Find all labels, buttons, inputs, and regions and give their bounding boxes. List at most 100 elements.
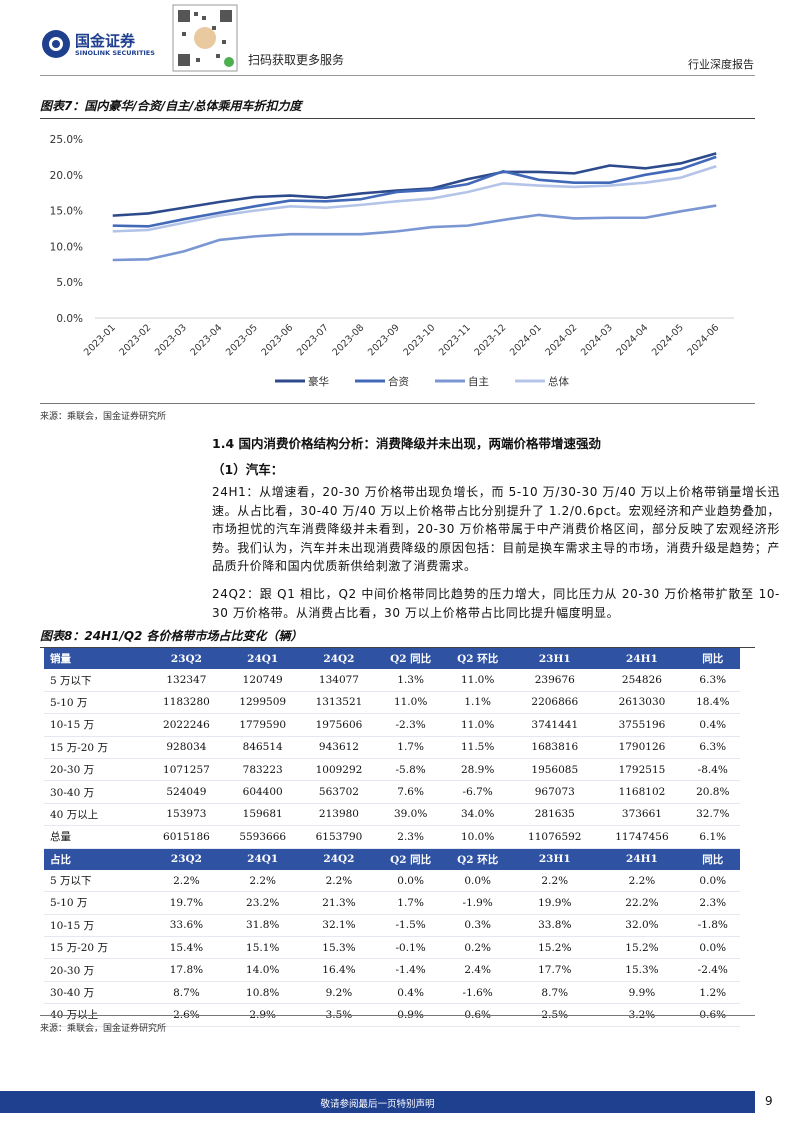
legend-label: 自主 xyxy=(468,375,489,388)
table-cell: -6.7% xyxy=(444,780,512,804)
table-cell: 1.3% xyxy=(377,669,445,692)
table-cell: 17.7% xyxy=(511,958,599,982)
table-cell: 0.0% xyxy=(444,869,512,893)
table-cell: 1.7% xyxy=(377,891,445,915)
table-cell: 0.0% xyxy=(685,936,740,960)
table-cell: 23H1 xyxy=(511,648,599,670)
y-tick-label: 5.0% xyxy=(56,277,83,289)
x-tick-label: 2023-07 xyxy=(295,322,331,358)
x-tick-label: 2024-04 xyxy=(615,322,651,358)
table-cell: 2.3% xyxy=(377,825,445,849)
table-header-row: 占比 23Q2 24Q1 24Q2 Q2 同比 Q2 环比 23H1 24H1 同比 xyxy=(44,848,740,870)
x-tick-label: 2023-02 xyxy=(118,322,154,358)
table-cell: 9.2% xyxy=(300,981,378,1005)
table-cell: 30-40 万 xyxy=(44,780,149,804)
table-cell: 5593666 xyxy=(224,825,301,849)
table-cell: 1009292 xyxy=(300,758,378,782)
x-tick-label: 2024-06 xyxy=(686,322,722,358)
table-cell: 159681 xyxy=(224,803,301,827)
table-cell: 10-15 万 xyxy=(44,713,149,737)
y-tick-label: 25.0% xyxy=(50,134,83,146)
table-title: 图表8：24H1/Q2 各价格带市场占比变化（辆） xyxy=(40,627,755,648)
table-cell: 31.8% xyxy=(224,914,301,938)
table-cell: 20-30 万 xyxy=(44,958,149,982)
table-cell: 1299509 xyxy=(224,691,301,715)
x-tick-label: 2023-06 xyxy=(260,322,296,358)
table-cell: -2.3% xyxy=(377,713,445,737)
table-cell: 11076592 xyxy=(511,825,599,849)
table-cell: 1790126 xyxy=(598,736,686,759)
table-cell: 1956085 xyxy=(511,758,599,782)
figure-source: 来源：乘联会，国金证券研究所 xyxy=(40,403,755,422)
table-cell: 10-15 万 xyxy=(44,914,149,938)
table-cell: 30-40 万 xyxy=(44,981,149,1005)
table-cell: Q2 环比 xyxy=(444,848,512,870)
report-type: 行业深度报告 xyxy=(688,58,754,71)
table-cell: -1.4% xyxy=(377,958,445,982)
table-cell: 24Q1 xyxy=(224,848,301,870)
table-cell: 6.1% xyxy=(685,825,740,849)
table-cell: 19.7% xyxy=(148,891,225,915)
x-tick-label: 2023-05 xyxy=(224,322,260,358)
table-cell: 0.4% xyxy=(685,713,740,737)
table-row: 30-40 万 524049 604400 563702 7.6% -6.7% 967073… xyxy=(44,780,740,804)
table-cell: 373661 xyxy=(598,803,686,827)
figure-title: 图表7：国内豪华/合资/自主/总体乘用车折扣力度 xyxy=(40,97,755,119)
table-cell: 11747456 xyxy=(598,825,686,849)
x-tick-label: 2023-10 xyxy=(402,322,438,358)
table-cell: 24H1 xyxy=(598,848,686,870)
table-cell: 8.7% xyxy=(511,981,599,1005)
table-cell: 3741441 xyxy=(511,713,599,737)
table-cell: 0.2% xyxy=(444,936,512,960)
table-cell: 6.3% xyxy=(685,736,740,759)
table-row: 5 万以下 2.2% 2.2% 2.2% 0.0% 0.0% 2.2% 2.2% 0.0% xyxy=(44,869,740,893)
table-cell: 5-10 万 xyxy=(44,891,149,915)
table-cell: 1975606 xyxy=(300,713,378,737)
table-cell: 10.0% xyxy=(444,825,512,849)
table-row: 20-30 万 17.8% 14.0% 16.4% -1.4% 2.4% 17.7% 15.3… xyxy=(44,958,740,982)
table-cell: 1683816 xyxy=(511,736,599,759)
table-cell: 2.2% xyxy=(148,869,225,893)
table-cell: 32.1% xyxy=(300,914,378,938)
table-cell: 14.0% xyxy=(224,958,301,982)
table-cell: -1.9% xyxy=(444,891,512,915)
paragraph: 24Q2：跟 Q1 相比，Q2 中间价格带同比趋势的压力增大，同比压力从 20-… xyxy=(212,587,780,620)
logo-icon xyxy=(42,30,70,58)
table-source: 来源：乘联会，国金证券研究所 xyxy=(40,1015,755,1034)
table-cell: 1792515 xyxy=(598,758,686,782)
table-cell: 0.0% xyxy=(685,869,740,893)
x-tick-label: 2024-03 xyxy=(579,322,615,358)
table-cell: 563702 xyxy=(300,780,378,804)
table-cell: 6153790 xyxy=(300,825,378,849)
legend-label: 总体 xyxy=(548,375,569,388)
chart: 0.0%5.0%10.0%15.0%20.0%25.0%2023-01 2023-… xyxy=(50,134,734,388)
table-cell: 同比 xyxy=(685,648,740,670)
table-cell: 2.2% xyxy=(224,869,301,893)
table-cell: Q2 同比 xyxy=(377,648,445,670)
table-cell: 11.5% xyxy=(444,736,512,759)
table-cell: -2.4% xyxy=(685,958,740,982)
table-cell: 17.8% xyxy=(148,958,225,982)
table-cell: 15.2% xyxy=(511,936,599,960)
table-row: 总量 6015186 5593666 6153790 2.3% 10.0% 11076592… xyxy=(44,825,740,849)
table-cell: 39.0% xyxy=(377,803,445,827)
x-tick-label: 2023-01 xyxy=(82,322,118,358)
table-cell: 6.3% xyxy=(685,669,740,692)
table-cell: 24H1 xyxy=(598,648,686,670)
x-tick-label: 2024-02 xyxy=(544,322,580,358)
legend-label: 合资 xyxy=(388,375,409,388)
x-tick-label: 2023-08 xyxy=(331,322,367,358)
x-tick-label: 2023-03 xyxy=(153,322,189,358)
table-cell: 1168102 xyxy=(598,780,686,804)
line-series xyxy=(112,155,717,228)
table-cell: 32.0% xyxy=(598,914,686,938)
table-cell: 20.8% xyxy=(685,780,740,804)
table-cell: 24Q2 xyxy=(300,648,378,670)
table-cell: 928034 xyxy=(148,736,225,759)
table-cell: 943612 xyxy=(300,736,378,759)
table-cell: 1183280 xyxy=(148,691,225,715)
table-row: 15 万-20 万 928034 846514 943612 1.7% 11.5% 1683… xyxy=(44,736,740,759)
table-cell: 604400 xyxy=(224,780,301,804)
table-cell: 5 万以下 xyxy=(44,869,149,893)
